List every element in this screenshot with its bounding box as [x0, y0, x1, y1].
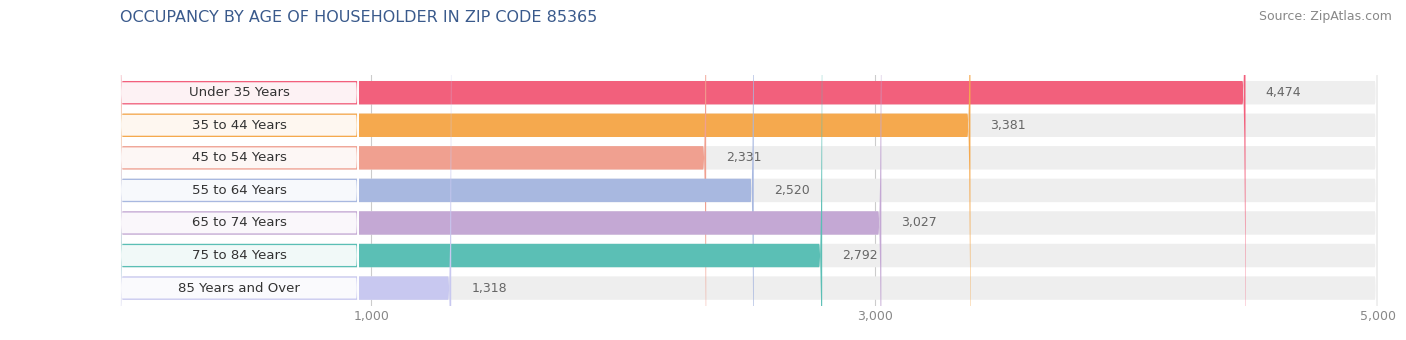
Text: Source: ZipAtlas.com: Source: ZipAtlas.com: [1258, 10, 1392, 23]
Text: OCCUPANCY BY AGE OF HOUSEHOLDER IN ZIP CODE 85365: OCCUPANCY BY AGE OF HOUSEHOLDER IN ZIP C…: [120, 10, 596, 25]
Text: 2,331: 2,331: [727, 151, 762, 164]
FancyBboxPatch shape: [120, 0, 1378, 340]
FancyBboxPatch shape: [120, 0, 359, 340]
FancyBboxPatch shape: [120, 0, 451, 340]
Text: 75 to 84 Years: 75 to 84 Years: [191, 249, 287, 262]
Text: 3,027: 3,027: [901, 217, 938, 230]
FancyBboxPatch shape: [120, 0, 1378, 340]
FancyBboxPatch shape: [120, 0, 970, 340]
FancyBboxPatch shape: [120, 0, 359, 340]
Text: Under 35 Years: Under 35 Years: [188, 86, 290, 99]
FancyBboxPatch shape: [120, 0, 359, 340]
FancyBboxPatch shape: [120, 0, 882, 340]
Text: 1,318: 1,318: [471, 282, 508, 294]
FancyBboxPatch shape: [120, 0, 823, 340]
FancyBboxPatch shape: [120, 0, 1378, 340]
FancyBboxPatch shape: [120, 0, 359, 340]
FancyBboxPatch shape: [120, 0, 1378, 340]
FancyBboxPatch shape: [120, 0, 1246, 340]
Text: 2,792: 2,792: [842, 249, 877, 262]
FancyBboxPatch shape: [120, 0, 706, 340]
Text: 35 to 44 Years: 35 to 44 Years: [191, 119, 287, 132]
FancyBboxPatch shape: [120, 0, 359, 340]
FancyBboxPatch shape: [120, 0, 1378, 340]
Text: 85 Years and Over: 85 Years and Over: [179, 282, 299, 294]
FancyBboxPatch shape: [120, 0, 754, 340]
FancyBboxPatch shape: [120, 0, 1378, 340]
Text: 65 to 74 Years: 65 to 74 Years: [191, 217, 287, 230]
FancyBboxPatch shape: [120, 0, 1378, 340]
Text: 3,381: 3,381: [991, 119, 1026, 132]
FancyBboxPatch shape: [120, 0, 359, 340]
Text: 2,520: 2,520: [773, 184, 810, 197]
Text: 45 to 54 Years: 45 to 54 Years: [191, 151, 287, 164]
Text: 4,474: 4,474: [1265, 86, 1302, 99]
FancyBboxPatch shape: [120, 0, 359, 340]
Text: 55 to 64 Years: 55 to 64 Years: [191, 184, 287, 197]
